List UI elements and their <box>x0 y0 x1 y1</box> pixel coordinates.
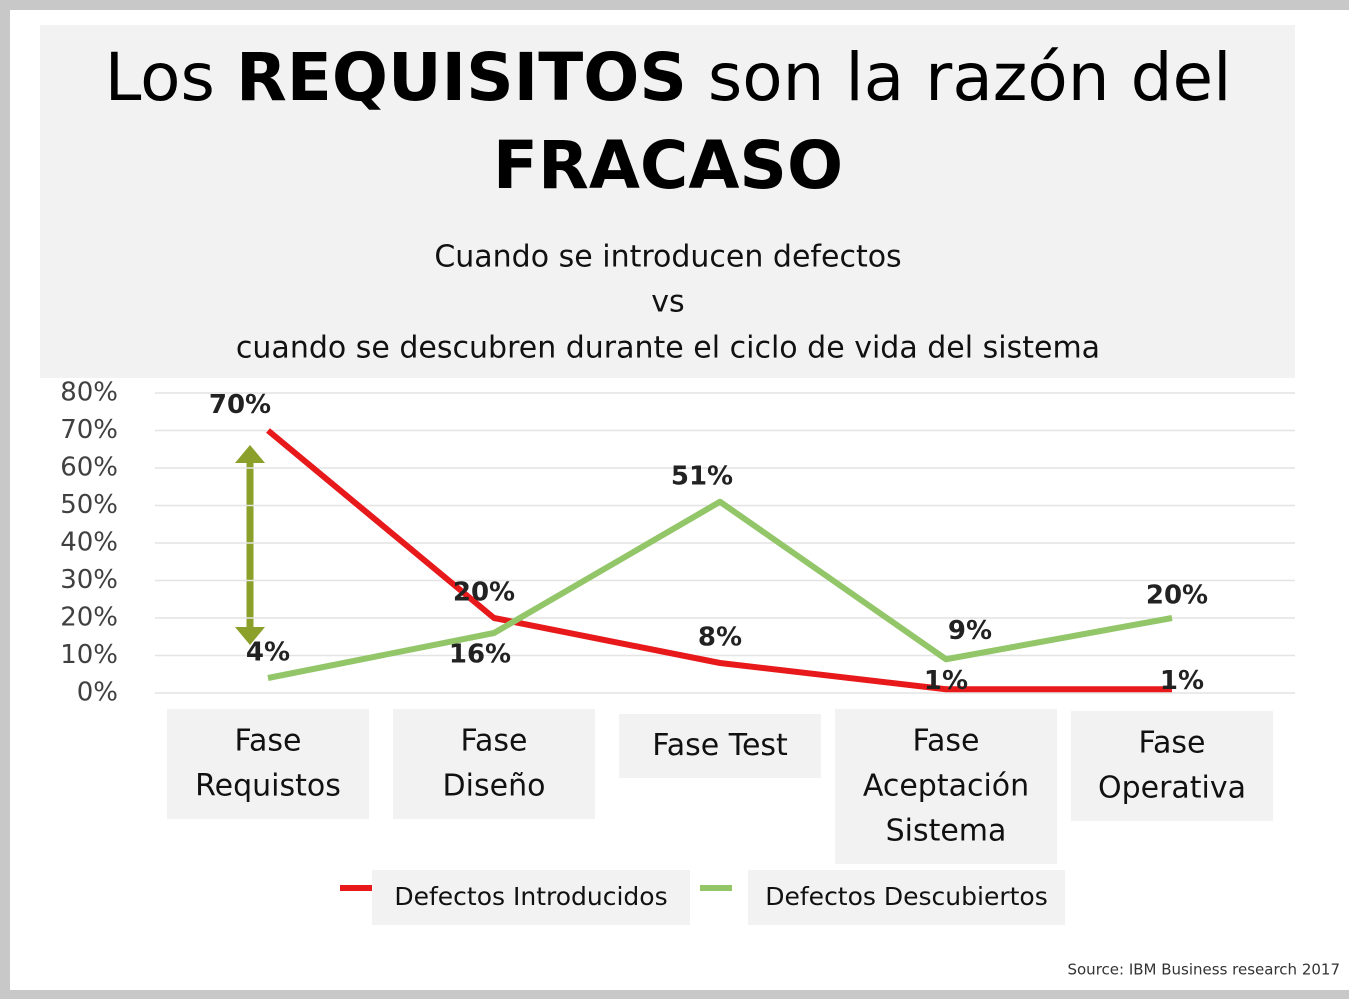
x-tick-label: Fase Test <box>652 728 788 763</box>
legend-box <box>748 870 1065 925</box>
category-box <box>835 709 1057 864</box>
x-tick-label: Fase Aceptación Sistema <box>863 723 1029 848</box>
data-label: 20% <box>1146 581 1208 611</box>
label-line: Fase <box>235 723 302 758</box>
x-tick-label: Fase Diseño <box>443 723 546 803</box>
label-line: Aceptación <box>863 768 1029 803</box>
x-tick-label: Fase Requistos <box>195 723 341 803</box>
category-box <box>167 709 369 819</box>
label-line: Fase Test <box>652 728 788 763</box>
label-line: Fase <box>913 723 980 758</box>
label-line: Fase <box>461 723 528 758</box>
subtitle: vs <box>651 285 684 320</box>
data-label: 9% <box>948 616 992 646</box>
y-tick-label: 80% <box>60 378 118 408</box>
title-box <box>40 25 1295 378</box>
subtitle: Cuando se introducen defectos <box>434 240 901 275</box>
source: Source: IBM Business research 2017 <box>1067 961 1340 979</box>
category-box <box>1071 711 1273 821</box>
label-line: Fase <box>1139 725 1206 760</box>
chart-title: FRACASO <box>493 127 843 204</box>
y-tick-label: 50% <box>60 490 118 520</box>
legend-label: Defectos Introducidos <box>394 882 667 911</box>
chart-title: Los REQUISITOS son la razón del <box>105 39 1232 116</box>
label-line: Operativa <box>1098 770 1246 805</box>
y-tick-label: 60% <box>60 453 118 483</box>
legend-box <box>372 870 690 925</box>
y-tick-label: 10% <box>60 640 118 670</box>
line-series <box>267 498 1173 681</box>
line-series <box>266 428 1172 693</box>
category-box <box>619 714 821 778</box>
arrow <box>235 445 265 645</box>
subtitle: cuando se descubren durante el ciclo de … <box>236 331 1100 366</box>
y-tick-label: 40% <box>60 528 118 558</box>
label-line: Requistos <box>195 768 341 803</box>
y-tick-label: 70% <box>60 415 118 445</box>
data-label: 8% <box>698 623 742 653</box>
title-part: REQUISITOS <box>236 39 687 116</box>
data-label: 70% <box>209 390 271 420</box>
label-line: Sistema <box>886 813 1007 848</box>
x-tick-label: Fase Operativa <box>1098 725 1246 805</box>
title-part: son la razón del <box>708 39 1232 116</box>
data-label: 4% <box>246 638 290 668</box>
data-label: 20% <box>453 578 515 608</box>
category-box <box>393 709 595 819</box>
data-label: 1% <box>1160 666 1204 696</box>
legend-label: Defectos Descubiertos <box>765 882 1047 911</box>
label-line: Diseño <box>443 768 546 803</box>
y-tick-label: 20% <box>60 603 118 633</box>
data-label: 51% <box>671 461 733 491</box>
y-tick-label: 0% <box>77 678 118 708</box>
data-label: 16% <box>449 640 511 670</box>
title-part: Los <box>105 39 215 116</box>
data-label: 1% <box>924 666 968 696</box>
y-tick-label: 30% <box>60 565 118 595</box>
